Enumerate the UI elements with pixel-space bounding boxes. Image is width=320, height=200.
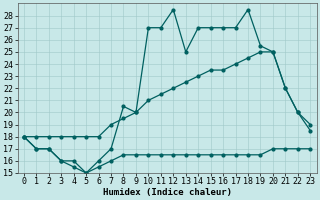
- X-axis label: Humidex (Indice chaleur): Humidex (Indice chaleur): [103, 188, 232, 197]
